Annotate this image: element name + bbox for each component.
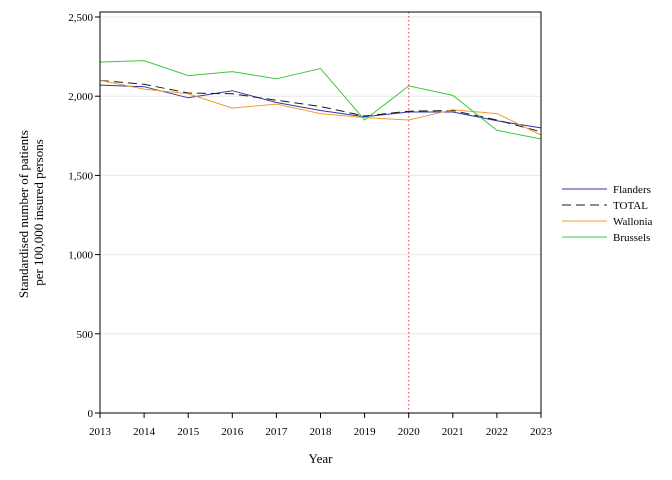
x-tick-label: 2018 — [310, 426, 333, 438]
x-tick-label: 2015 — [177, 426, 200, 438]
x-tick-label: 2013 — [89, 426, 112, 438]
series-line-wallonia — [99, 79, 542, 136]
gridlines — [100, 16, 541, 335]
legend-label-brussels: Brussels — [613, 232, 650, 244]
y-tick-label: 2,500 — [68, 12, 93, 24]
series-lines — [99, 60, 542, 140]
y-tick-label: 500 — [77, 329, 94, 341]
x-axis: 2013 2014 2015 2016 2017 2018 2019 2020 2021 2022… — [89, 413, 553, 438]
series-line-total — [99, 79, 542, 133]
series-line-flanders — [99, 84, 542, 129]
x-tick-label: 2022 — [486, 426, 508, 438]
legend-label-total: TOTAL — [613, 200, 648, 212]
x-tick-label: 2021 — [442, 426, 464, 438]
y-axis-title-line-2: per 100,000 insured persons — [31, 139, 46, 286]
x-tick-label: 2020 — [398, 426, 421, 438]
legend-label-wallonia: Wallonia — [613, 216, 653, 228]
x-tick-label: 2014 — [133, 426, 156, 438]
y-tick-label: 2,000 — [68, 91, 93, 103]
series-line-brussels — [99, 60, 542, 140]
x-tick-label: 2019 — [354, 426, 377, 438]
plot-frame — [99, 11, 542, 414]
y-tick-label: 1,500 — [68, 170, 93, 182]
y-axis: 0 500 1,000 1,500 2,000 2,500 — [68, 12, 100, 420]
y-tick-label: 0 — [88, 408, 94, 420]
y-axis-title-line-1: Standardised number of patients — [16, 130, 31, 298]
legend-label-flanders: Flanders — [613, 184, 651, 196]
x-axis-title: Year — [309, 451, 334, 466]
legend: Flanders TOTAL Wallonia Brussels — [562, 184, 653, 244]
y-axis-title: Standardised number of patients per 100,… — [16, 127, 46, 298]
x-tick-label: 2017 — [265, 426, 288, 438]
y-tick-label: 1,000 — [68, 250, 93, 262]
x-tick-label: 2023 — [530, 426, 553, 438]
x-tick-label: 2016 — [221, 426, 244, 438]
